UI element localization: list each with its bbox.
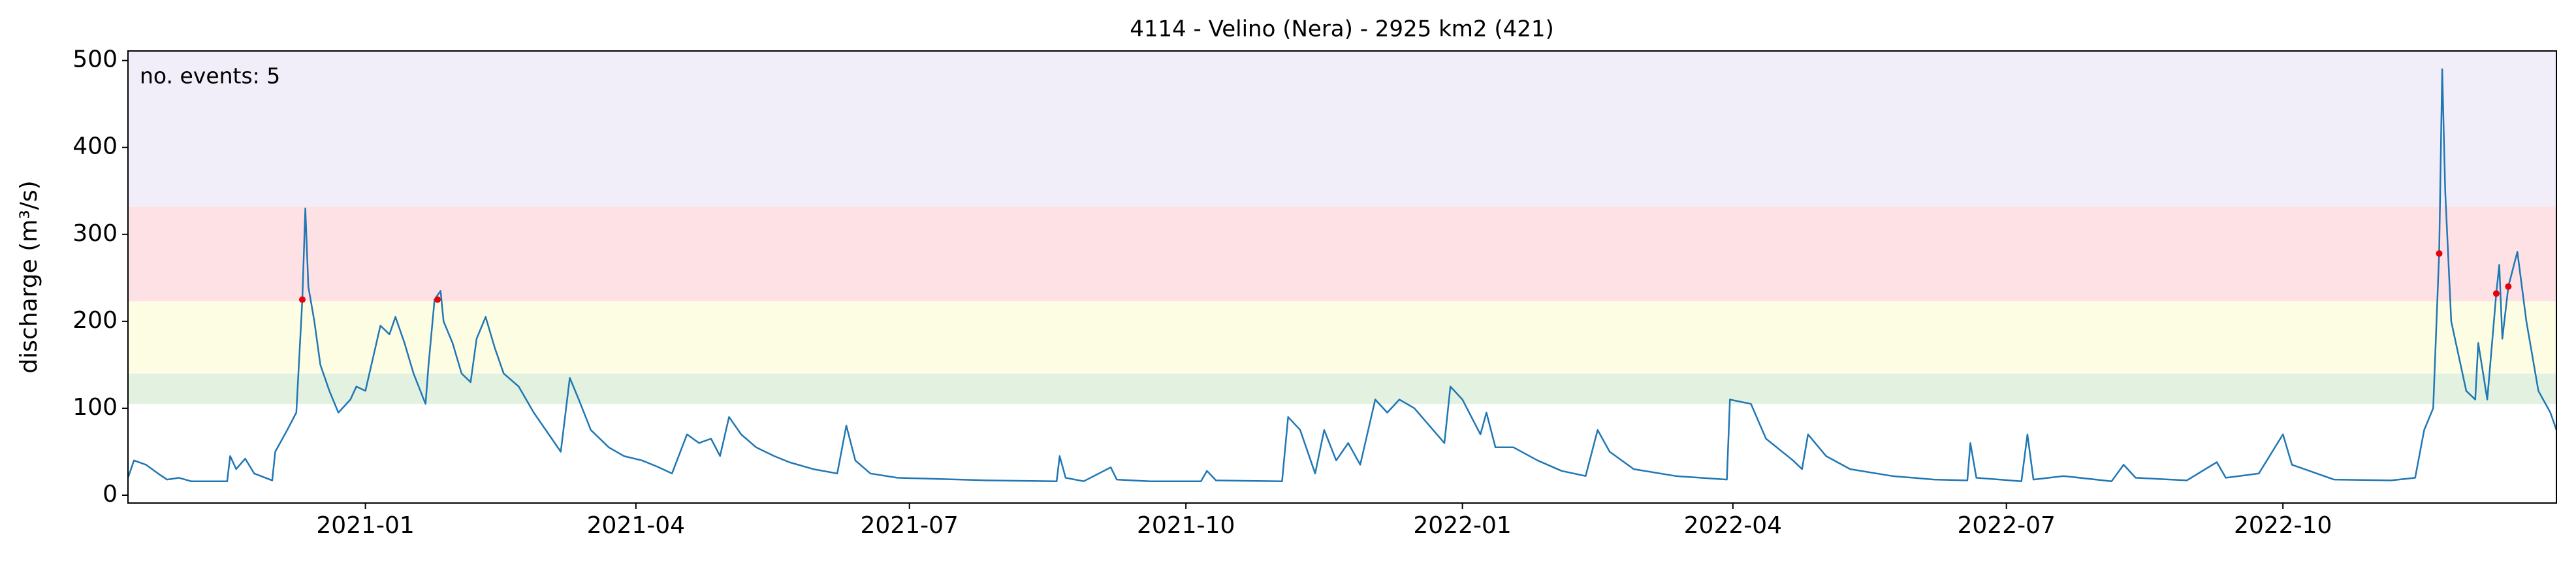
discharge-line xyxy=(128,68,2556,482)
x-tick-label: 2022-04 xyxy=(1684,512,1782,539)
event-marker xyxy=(434,296,441,303)
y-tick-label: 300 xyxy=(72,220,118,247)
y-tick-label: 400 xyxy=(72,133,118,160)
x-tick-label: 2022-01 xyxy=(1413,512,1511,539)
y-tick-label: 200 xyxy=(72,307,118,334)
threshold-band xyxy=(128,51,2556,207)
y-tick-label: 500 xyxy=(72,46,118,73)
threshold-band xyxy=(128,301,2556,374)
events-annotation: no. events: 5 xyxy=(140,63,280,89)
event-marker xyxy=(2492,290,2500,297)
event-marker xyxy=(298,296,306,303)
x-tick-label: 2021-01 xyxy=(316,512,414,539)
x-tick-label: 2021-07 xyxy=(860,512,958,539)
threshold-band xyxy=(128,206,2556,302)
event-marker xyxy=(2436,250,2443,257)
x-tick-label: 2022-07 xyxy=(1957,512,2055,539)
x-tick-label: 2021-04 xyxy=(587,512,685,539)
y-tick-label: 100 xyxy=(72,394,118,421)
plot-frame xyxy=(127,50,2557,504)
y-axis-label: discharge (m³/s) xyxy=(16,180,42,373)
chart-title: 4114 - Velino (Nera) - 2925 km2 (421) xyxy=(1130,16,1554,42)
y-tick-label: 0 xyxy=(103,481,118,508)
x-tick-label: 2022-10 xyxy=(2234,512,2332,539)
threshold-band xyxy=(128,373,2556,404)
x-tick-label: 2021-10 xyxy=(1137,512,1235,539)
event-marker xyxy=(2505,283,2512,290)
